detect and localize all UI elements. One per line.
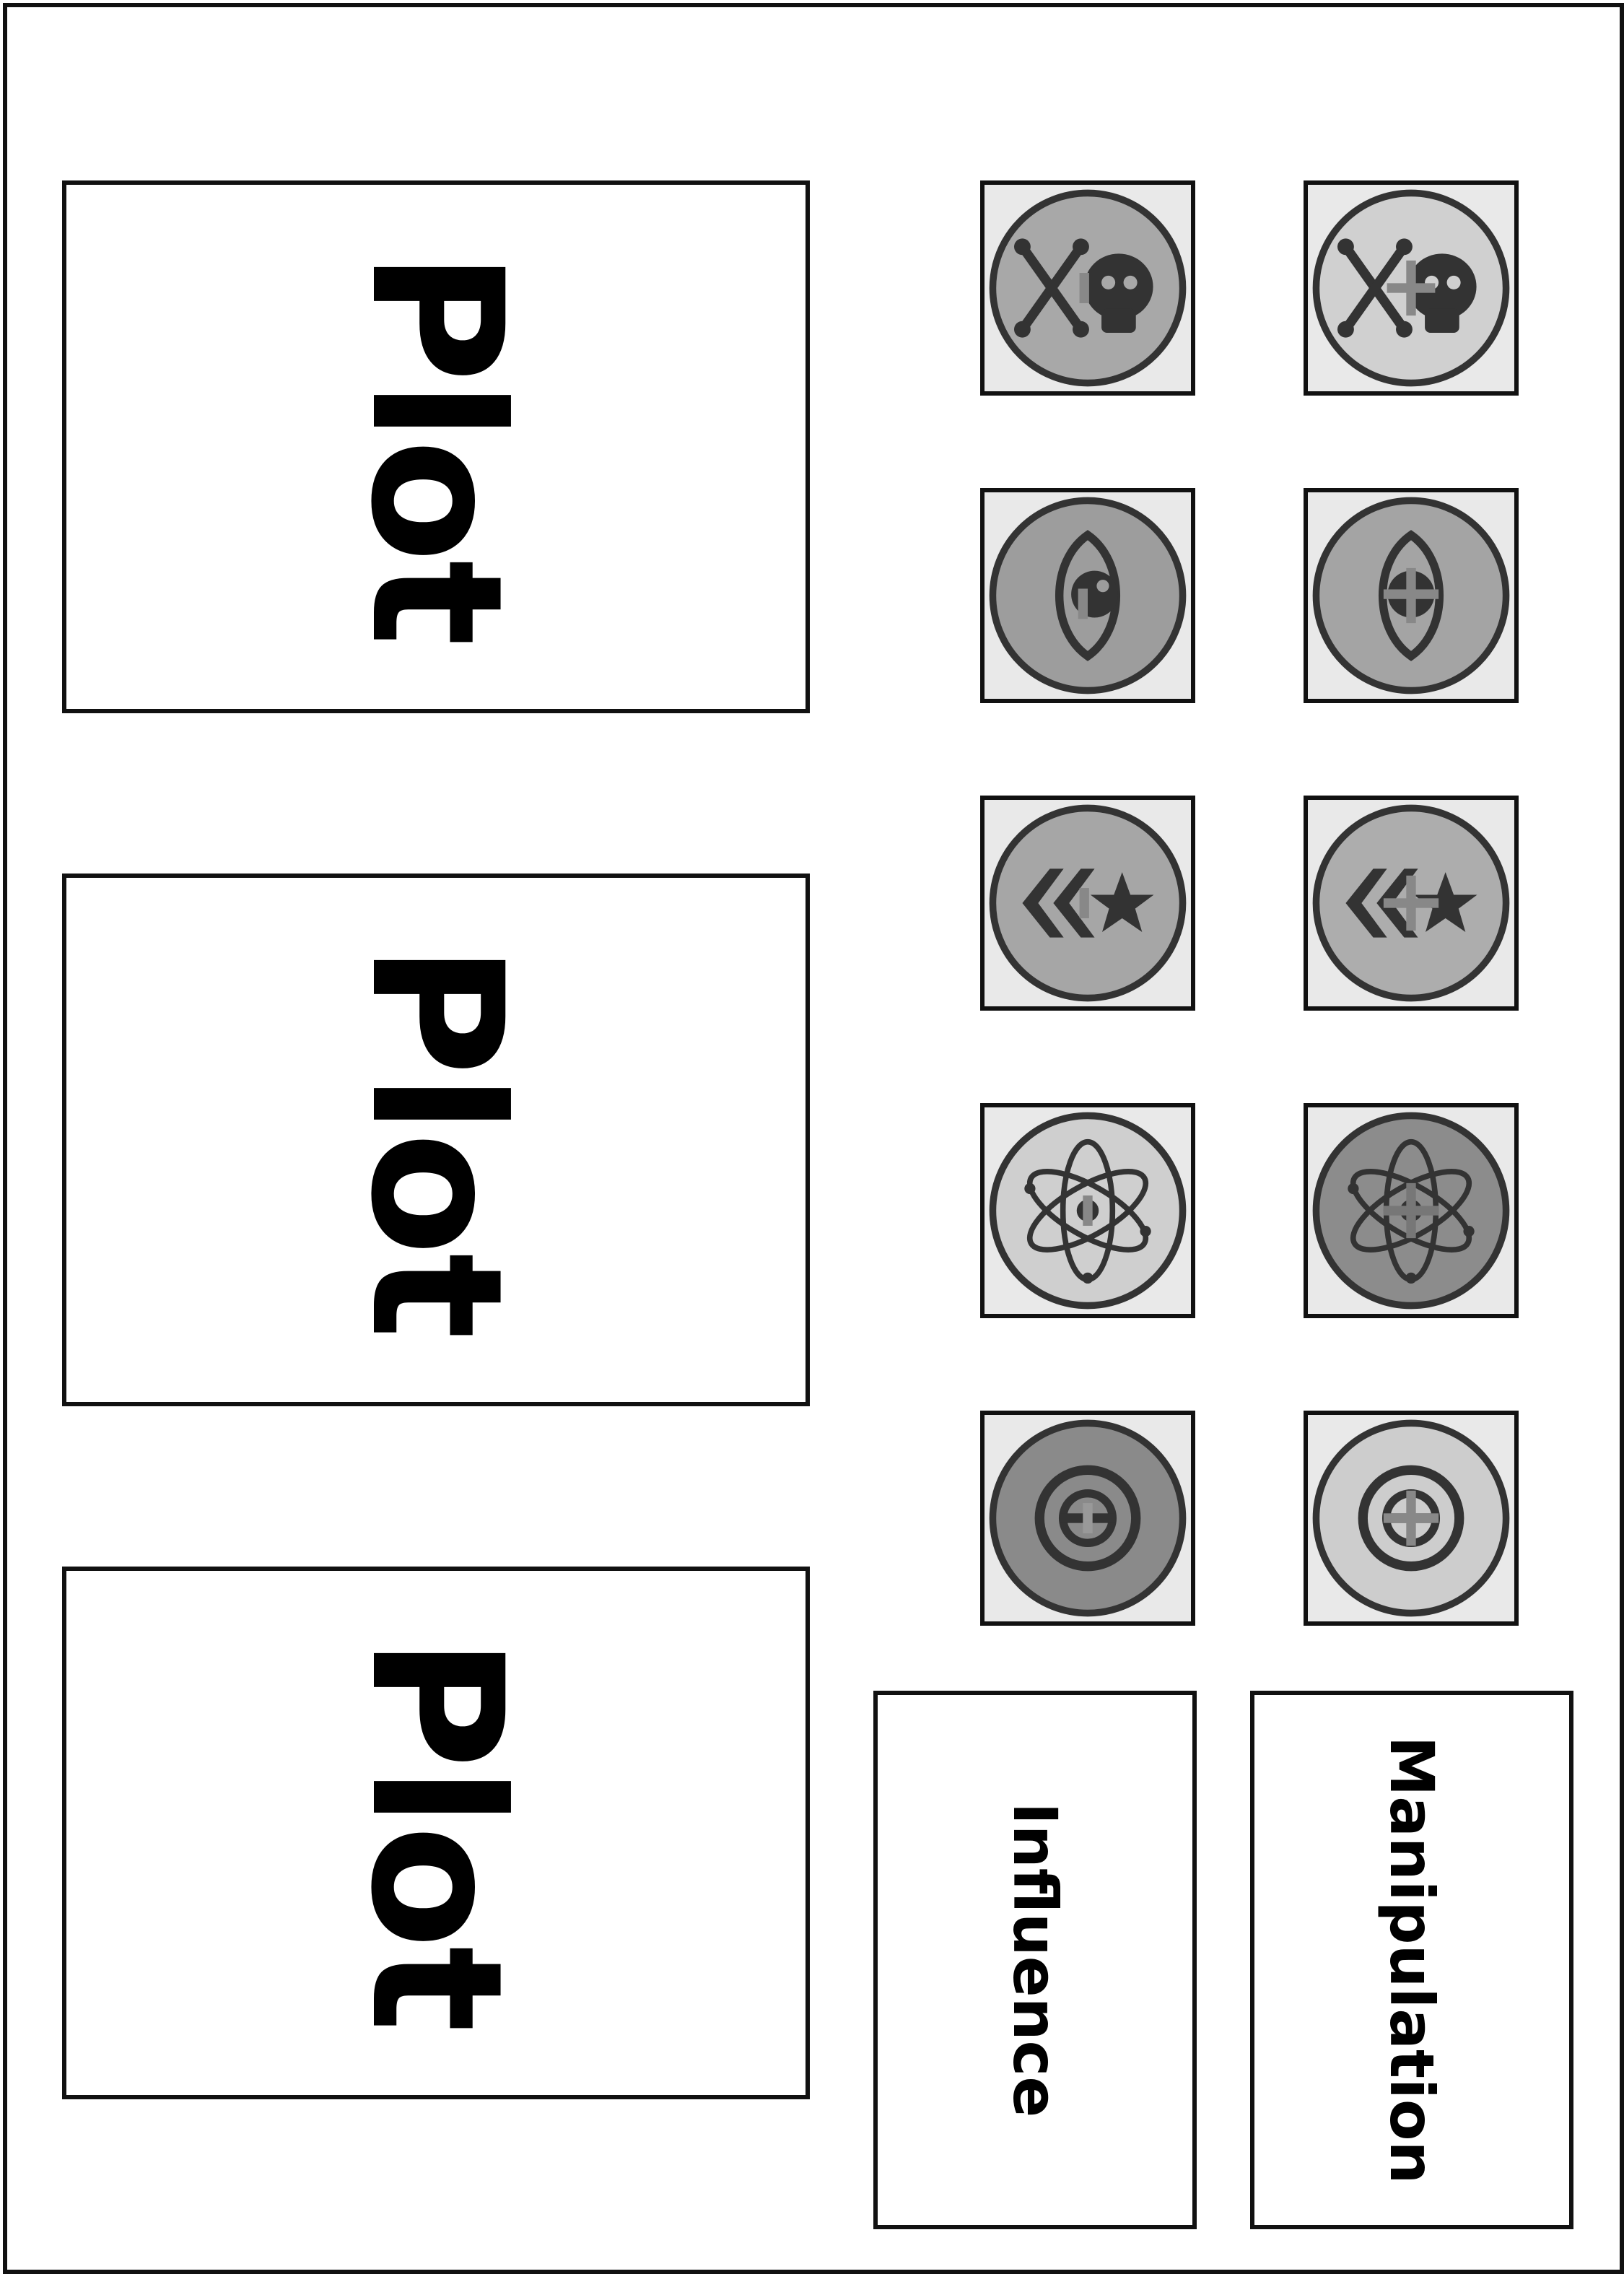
manipulation-label: Manipulation — [1376, 1735, 1447, 2184]
token-rank-manipulation[interactable] — [1304, 796, 1519, 1011]
influence-card[interactable]: Influence — [873, 1691, 1197, 2229]
atom-icon — [1312, 1112, 1510, 1310]
plot-card-2[interactable]: Plot — [62, 874, 810, 1406]
card-sheet: Plot Plot Plot — [3, 3, 1624, 2274]
token-skull-manipulation[interactable] — [1304, 180, 1519, 396]
token-rank-influence[interactable] — [980, 796, 1195, 1011]
plot-label: Plot — [331, 250, 541, 644]
token-skull-influence[interactable] — [980, 180, 1195, 396]
target-coin-icon — [989, 1419, 1187, 1617]
token-coin-influence[interactable] — [980, 1411, 1195, 1626]
chevron-star-icon — [989, 804, 1187, 1002]
plot-label: Plot — [331, 1636, 541, 2030]
skull-crossbones-icon — [1312, 189, 1510, 387]
eye-icon — [989, 497, 1187, 694]
token-eye-manipulation[interactable] — [1304, 488, 1519, 703]
atom-icon — [989, 1112, 1187, 1310]
influence-label: Influence — [1000, 1802, 1070, 2118]
token-atom-manipulation[interactable] — [1304, 1103, 1519, 1318]
manipulation-card[interactable]: Manipulation — [1250, 1691, 1573, 2229]
token-atom-influence[interactable] — [980, 1103, 1195, 1318]
plot-card-3[interactable]: Plot — [62, 1567, 810, 2099]
token-eye-influence[interactable] — [980, 488, 1195, 703]
skull-crossbones-icon — [989, 189, 1187, 387]
eye-icon — [1312, 497, 1510, 694]
chevron-star-icon — [1312, 804, 1510, 1002]
target-coin-icon — [1312, 1419, 1510, 1617]
token-coin-manipulation[interactable] — [1304, 1411, 1519, 1626]
plot-label: Plot — [331, 943, 541, 1337]
plot-card-1[interactable]: Plot — [62, 180, 810, 713]
